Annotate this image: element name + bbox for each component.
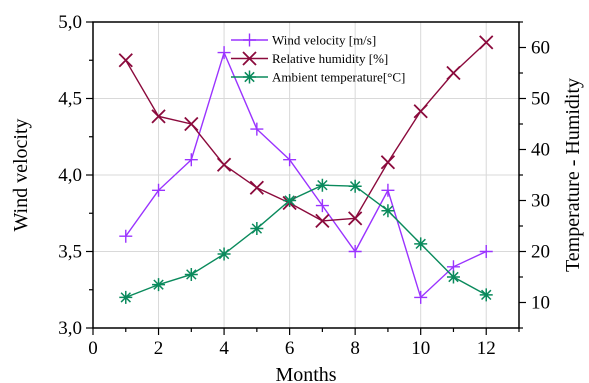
legend: Wind velocity [m/s] Relative humidity [%]… [231,33,405,85]
y-right-tick-label: 20 [531,242,550,263]
series-line-0 [125,50,487,299]
x-tick-label: 6 [285,338,295,359]
data-point [413,104,428,119]
y-right-tick-label: 30 [531,191,550,212]
legend-item-1: Relative humidity [%] [231,51,388,66]
data-point [381,183,395,197]
data-point [249,180,264,195]
data-point [414,290,428,304]
data-point [315,213,330,229]
y-right-tick-label: 10 [531,293,550,314]
data-point [348,211,363,226]
y-right-tick-label: 50 [531,89,550,110]
legend-swatch-marker [243,70,256,84]
data-point [119,229,133,243]
y-left-tick-label: 5,0 [58,12,82,33]
data-point [184,153,198,167]
data-point [250,122,264,136]
y-right-tick-label: 40 [531,140,550,161]
data-point [118,53,133,68]
legend-label: Relative humidity [%] [272,51,388,66]
x-tick-label: 4 [219,338,229,359]
legend-item-0: Wind velocity [m/s] [231,33,376,48]
data-point [479,288,493,302]
data-point [446,65,461,81]
y-left-tick-label: 3,0 [58,318,82,339]
x-tick-label: 12 [477,338,496,359]
data-point [446,270,460,284]
y-left-tick-label: 4,0 [58,165,82,186]
axes: 0 2 4 6 8 10 12 3,0 3,5 4,0 4,5 5,0 10 20 30 40 50 60 [58,12,550,359]
data-point [217,247,231,261]
data-point [184,116,199,132]
data-point [119,290,133,304]
data-point [152,183,166,197]
series-2 [119,178,493,304]
x-tick-label: 8 [350,338,360,359]
y-axis-left-title: Wind velocity [10,118,32,231]
legend-item-2: Ambient temperature[°C] [231,70,405,85]
legend-swatch-marker [242,51,257,66]
grid [93,22,519,328]
y-left-tick-label: 3,5 [58,242,82,263]
y-axis-right-title: Temperature - Humidity [562,78,584,272]
data-point [380,155,396,170]
series-layer [118,35,494,304]
data-point [381,204,395,218]
data-point [152,278,166,292]
data-point [315,199,329,213]
data-point [151,109,166,124]
data-point [184,267,198,281]
data-point [217,46,231,60]
data-point [283,194,297,207]
x-tick-label: 0 [88,338,98,359]
y-right-tick-label: 60 [531,38,550,59]
data-point [414,237,428,251]
legend-label: Ambient temperature[°C] [272,70,405,85]
series-0 [119,46,493,304]
x-axis-title: Months [275,364,336,383]
data-point [479,35,494,50]
series-line-2 [125,184,487,299]
data-point [479,245,493,258]
y-left-tick-label: 4,5 [58,89,82,110]
legend-label: Wind velocity [m/s] [272,33,376,48]
data-point [315,178,329,192]
data-point [348,245,362,258]
data-point [348,179,362,193]
data-point [283,153,297,167]
data-point [216,157,232,172]
data-point [250,222,264,236]
x-tick-label: 2 [154,338,164,359]
x-tick-label: 10 [411,338,430,359]
legend-swatch-marker [243,33,256,47]
